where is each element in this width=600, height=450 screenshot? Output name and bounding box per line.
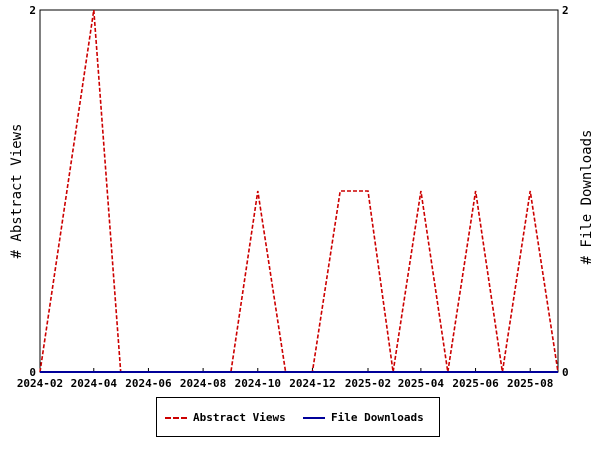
y-right-tick-label: 2 xyxy=(562,4,569,17)
x-tick-label: 2024-10 xyxy=(235,377,281,390)
x-tick-label: 2024-12 xyxy=(289,377,335,390)
legend-label-file-downloads: File Downloads xyxy=(331,411,424,424)
y-right-axis-title: # File Downloads xyxy=(579,130,595,265)
x-tick-label: 2025-02 xyxy=(345,377,391,390)
y-right-tick-label: 0 xyxy=(562,366,569,379)
x-tick-label: 2025-04 xyxy=(398,377,445,390)
x-tick-label: 2024-06 xyxy=(125,377,172,390)
plot-area xyxy=(39,9,559,373)
x-tick-label: 2024-02 xyxy=(17,377,63,390)
x-tick-label: 2024-04 xyxy=(71,377,118,390)
plot-frame xyxy=(39,9,559,373)
y-left-axis-ticks: 02 xyxy=(29,4,44,379)
y-left-tick-label: 0 xyxy=(29,366,36,379)
y-right-axis-ticks: 02 xyxy=(554,4,569,379)
x-tick-label: 2025-06 xyxy=(452,377,499,390)
y-left-tick-label: 2 xyxy=(29,4,36,17)
series-line-abstract-views xyxy=(39,9,559,373)
legend: Abstract Views File Downloads xyxy=(156,397,440,437)
x-tick-label: 2025-08 xyxy=(507,377,553,390)
legend-swatch-file-downloads xyxy=(303,417,325,419)
legend-swatch-abstract-views xyxy=(165,417,187,419)
series-layer xyxy=(39,9,559,373)
x-tick-label: 2024-08 xyxy=(180,377,226,390)
y-left-axis-title: # Abstract Views xyxy=(9,124,25,259)
x-axis-ticks: 2024-02 2024-04 2024-06 2024-08 2024-10 2024-… xyxy=(17,368,553,390)
legend-label-abstract-views: Abstract Views xyxy=(193,411,286,424)
